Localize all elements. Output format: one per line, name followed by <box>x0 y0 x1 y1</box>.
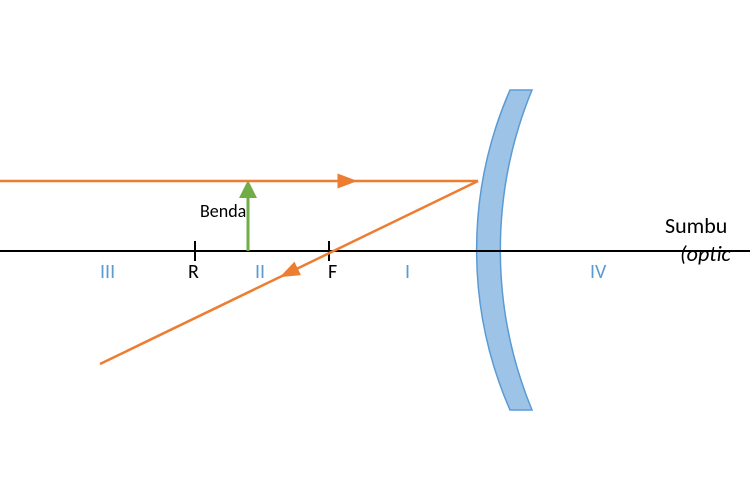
region-label-IV: IV <box>590 260 606 284</box>
point-label-F: F <box>328 260 337 284</box>
optics-diagram: III II I IV R F Benda Sumbu (optic <box>0 0 750 500</box>
axis-label-line2: (optic <box>680 240 731 267</box>
region-label-I: I <box>405 260 410 284</box>
ray-reflected-seg2 <box>100 276 282 364</box>
axis-label-line1: Sumbu <box>665 212 727 239</box>
point-label-R: R <box>188 260 199 284</box>
region-label-II: II <box>255 260 265 284</box>
ray-reflected-seg1 <box>282 181 478 276</box>
object-label: Benda <box>200 200 246 222</box>
region-label-III: III <box>100 260 115 284</box>
